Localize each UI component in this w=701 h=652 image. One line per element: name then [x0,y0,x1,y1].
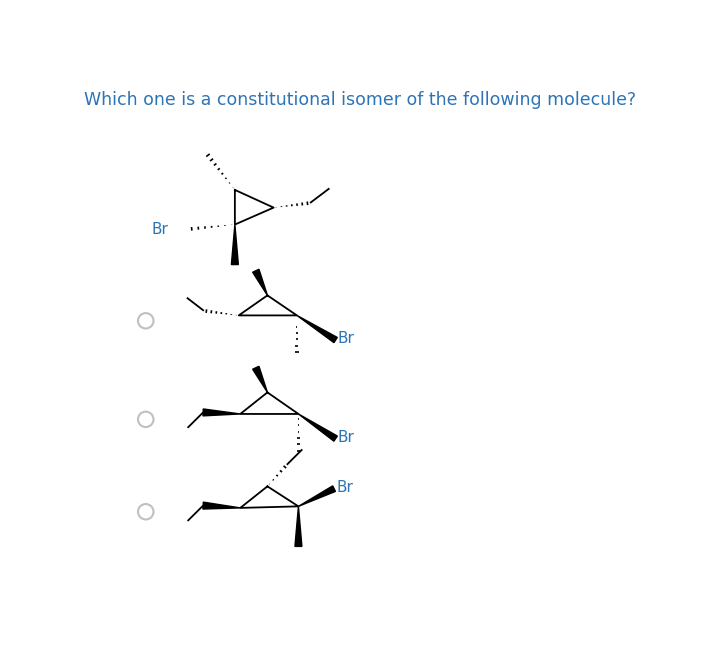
Text: Which one is a constitutional isomer of the following molecule?: Which one is a constitutional isomer of … [83,91,636,109]
Text: Br: Br [336,480,353,495]
Polygon shape [231,224,238,265]
Polygon shape [295,507,302,546]
Polygon shape [297,316,337,343]
Text: Br: Br [151,222,168,237]
Text: Br: Br [338,430,355,445]
Polygon shape [252,269,267,295]
Polygon shape [299,414,337,441]
Polygon shape [203,409,240,416]
Polygon shape [203,502,240,509]
Polygon shape [299,486,336,507]
Text: Br: Br [338,331,355,346]
Polygon shape [252,366,267,393]
